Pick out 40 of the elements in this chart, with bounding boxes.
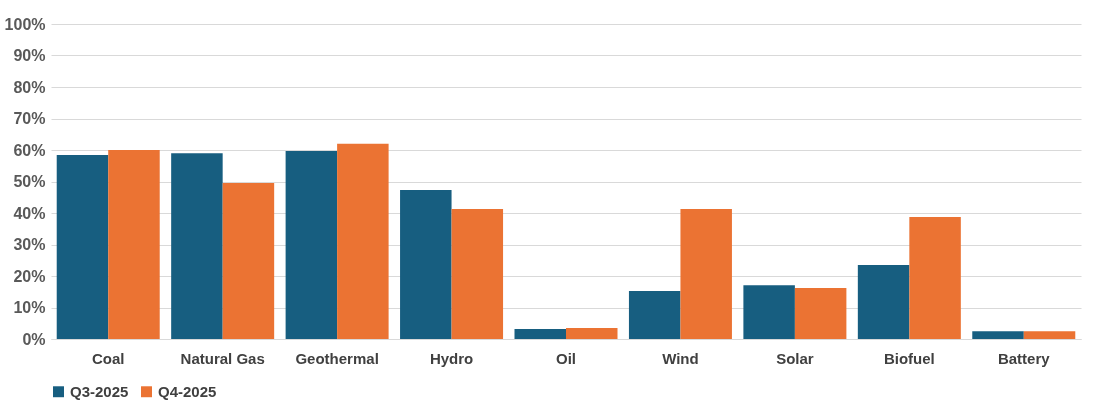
bar: [451, 208, 504, 339]
x-tick-label: Battery: [997, 349, 1051, 367]
bar: [171, 153, 223, 339]
x-tick-label: Natural Gas: [180, 349, 265, 367]
y-tick-label: 90%: [13, 47, 46, 64]
legend-label: Q4-2025: [158, 382, 217, 400]
bar: [909, 217, 961, 339]
x-tick-label: Coal: [91, 349, 125, 367]
bar: [743, 285, 795, 339]
y-tick-label: 30%: [13, 236, 46, 253]
y-tick-label: 10%: [13, 299, 46, 316]
x-tick-label: Biofuel: [883, 349, 935, 367]
x-tick-label: Geothermal: [295, 349, 379, 367]
bar: [56, 155, 109, 339]
y-tick-label: 100%: [4, 15, 46, 33]
bar: [680, 208, 732, 339]
x-tick-label: Oil: [555, 349, 577, 367]
legend-label: Q3-2025: [70, 382, 129, 400]
y-tick-label: 0%: [22, 330, 46, 348]
bar: [222, 183, 275, 339]
bar: [285, 150, 338, 339]
x-tick-label: Hydro: [429, 349, 474, 367]
y-tick-label: 40%: [13, 204, 46, 222]
x-tick-label: Wind: [662, 349, 699, 367]
bar: [400, 190, 452, 339]
bar: [857, 264, 910, 339]
bar: [794, 287, 847, 339]
bar: [1023, 331, 1076, 339]
y-tick-label: 80%: [13, 78, 46, 96]
bar: [337, 143, 389, 339]
y-tick-label: 60%: [13, 141, 46, 159]
bar: [628, 291, 681, 339]
y-tick-label: 70%: [13, 110, 46, 127]
bar: [972, 331, 1024, 339]
bar: [566, 327, 618, 339]
y-tick-label: 50%: [13, 173, 46, 190]
bar: [514, 328, 566, 339]
x-tick-label: Solar: [776, 349, 814, 367]
y-tick-label: 20%: [13, 267, 46, 285]
bar: [108, 150, 160, 339]
